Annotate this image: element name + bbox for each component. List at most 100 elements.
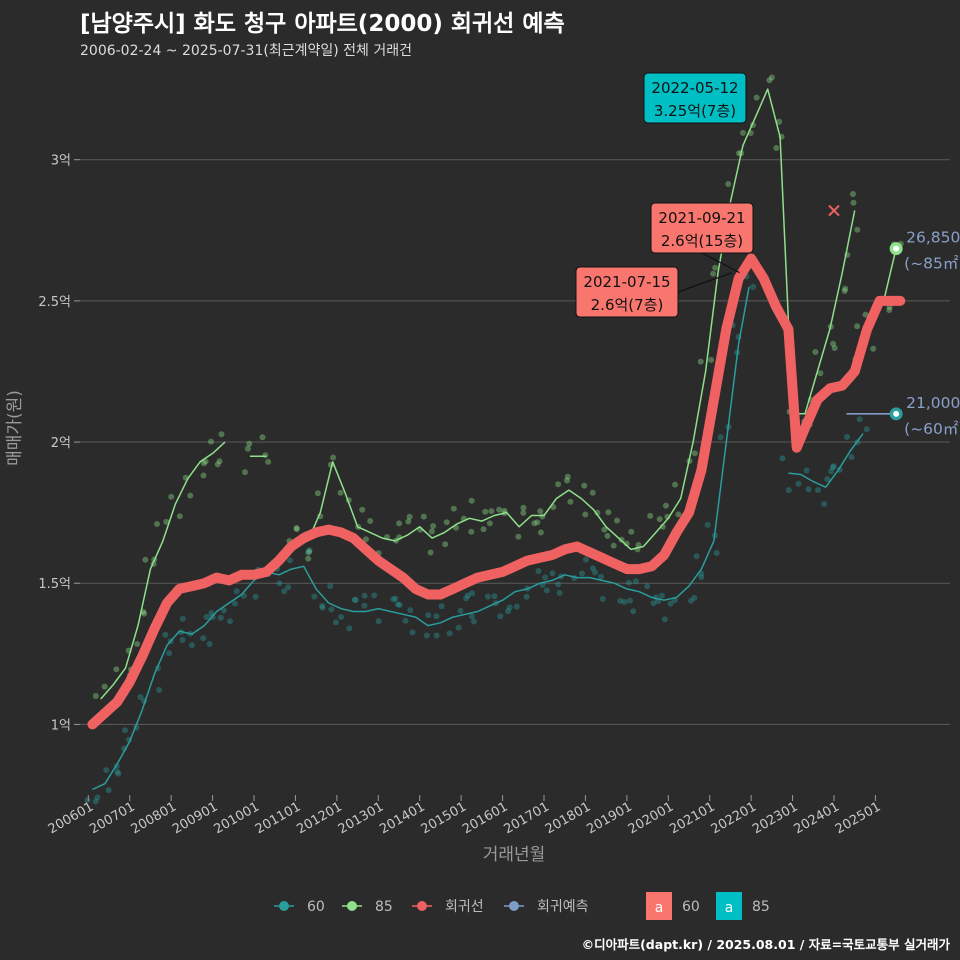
- transaction-point: [579, 570, 585, 577]
- transaction-point: [542, 574, 549, 581]
- transaction-point: [656, 516, 663, 523]
- transaction-point: [233, 588, 240, 595]
- transaction-point: [338, 614, 345, 620]
- transaction-point: [635, 542, 642, 548]
- transaction-point: [870, 345, 877, 352]
- transaction-point: [740, 129, 746, 136]
- transaction-point: [244, 445, 251, 452]
- x-tick-label: 202501: [833, 799, 883, 837]
- series-lines: [87, 88, 906, 791]
- series-line-85: [295, 88, 856, 551]
- transaction-point: [773, 145, 780, 151]
- transaction-point: [779, 455, 786, 462]
- x-tick-label: 201801: [543, 799, 593, 837]
- legend-label: 60: [307, 899, 325, 915]
- transaction-point: [402, 617, 409, 624]
- transaction-point: [450, 505, 457, 512]
- transaction-point: [708, 356, 715, 363]
- transaction-point: [821, 501, 828, 507]
- transaction-point: [697, 358, 704, 365]
- transaction-point: [363, 536, 369, 543]
- y-tick-label: 2억: [51, 436, 71, 451]
- transaction-point: [480, 526, 487, 533]
- transaction-point: [543, 587, 550, 594]
- transaction-point: [203, 614, 210, 620]
- legend-label-swatch: [716, 892, 742, 920]
- transaction-point: [513, 603, 520, 610]
- transaction-point: [361, 602, 368, 609]
- transaction-point: [220, 607, 227, 614]
- transaction-point: [704, 521, 711, 528]
- transaction-point: [594, 509, 601, 516]
- transaction-point: [555, 581, 562, 588]
- transaction-point: [246, 440, 253, 447]
- annotation-box: [643, 72, 747, 124]
- transaction-point: [137, 694, 144, 700]
- transaction-point: [469, 590, 476, 597]
- transaction-point: [285, 584, 292, 591]
- transaction-point: [856, 416, 863, 423]
- end-points: 26,850 (~85㎡) 21,000 (~60㎡): [889, 229, 960, 438]
- transaction-point: [141, 610, 148, 617]
- transaction-point: [824, 476, 831, 483]
- transaction-point: [390, 596, 397, 603]
- annotation-pointer: [677, 272, 733, 293]
- transaction-point: [667, 600, 674, 607]
- transaction-point: [710, 270, 717, 277]
- transaction-point: [815, 487, 821, 493]
- transaction-point: [854, 323, 861, 330]
- transaction-point: [830, 340, 837, 347]
- transaction-point: [405, 518, 412, 525]
- x-tick-label: 201301: [336, 799, 386, 837]
- transaction-point: [367, 518, 374, 524]
- transaction-point: [206, 641, 213, 647]
- transaction-point: [505, 608, 511, 615]
- transaction-point: [101, 683, 108, 690]
- transaction-point: [599, 595, 606, 602]
- chart-subtitle: 2006-02-24 ~ 2025-07-31(최근계약일) 전체 거래건: [80, 43, 412, 59]
- transaction-point: [371, 592, 378, 599]
- series-line-60: [788, 433, 864, 488]
- x-axis-ticks: 2006012007012008012009012010012011012012…: [46, 795, 883, 837]
- end-point-value: 26,850: [906, 229, 960, 247]
- y-tick-label: 1억: [51, 718, 71, 733]
- transaction-point: [105, 787, 112, 794]
- transaction-point: [113, 666, 120, 673]
- transaction-point: [227, 618, 234, 625]
- legend-label-text: 60: [682, 899, 700, 915]
- transaction-point: [523, 593, 530, 600]
- x-tick-label: 201001: [212, 799, 262, 837]
- transaction-point: [842, 285, 849, 292]
- transaction-point: [232, 600, 238, 607]
- transaction-point: [311, 593, 318, 600]
- transaction-point: [785, 487, 792, 494]
- transaction-point: [425, 612, 432, 619]
- transaction-point: [712, 264, 719, 271]
- transaction-point: [337, 489, 344, 496]
- transaction-point: [187, 492, 194, 499]
- y-tick-label: 2.5억: [38, 295, 71, 310]
- transaction-point: [717, 434, 724, 441]
- transaction-point: [433, 632, 440, 639]
- x-tick-label: 201401: [377, 799, 427, 837]
- transaction-point: [346, 625, 353, 632]
- transaction-point: [442, 541, 449, 548]
- transaction-point: [103, 767, 110, 774]
- transaction-point: [443, 519, 450, 526]
- transaction-point: [156, 687, 163, 693]
- transaction-point: [632, 578, 639, 585]
- transaction-point: [328, 606, 335, 613]
- annotation-date: 2022-05-12: [651, 79, 738, 97]
- transaction-point: [817, 370, 824, 377]
- transaction-point: [691, 594, 698, 601]
- transaction-point: [621, 598, 628, 605]
- legend-label-text: 85: [752, 899, 770, 915]
- transaction-point: [468, 528, 475, 535]
- x-tick-label: 202001: [626, 799, 676, 837]
- end-point-value: 21,000: [906, 394, 960, 412]
- annotation-box: [650, 202, 754, 254]
- transaction-point: [114, 768, 121, 775]
- transaction-point: [605, 509, 612, 516]
- transaction-point: [293, 525, 300, 531]
- transaction-point: [122, 727, 128, 734]
